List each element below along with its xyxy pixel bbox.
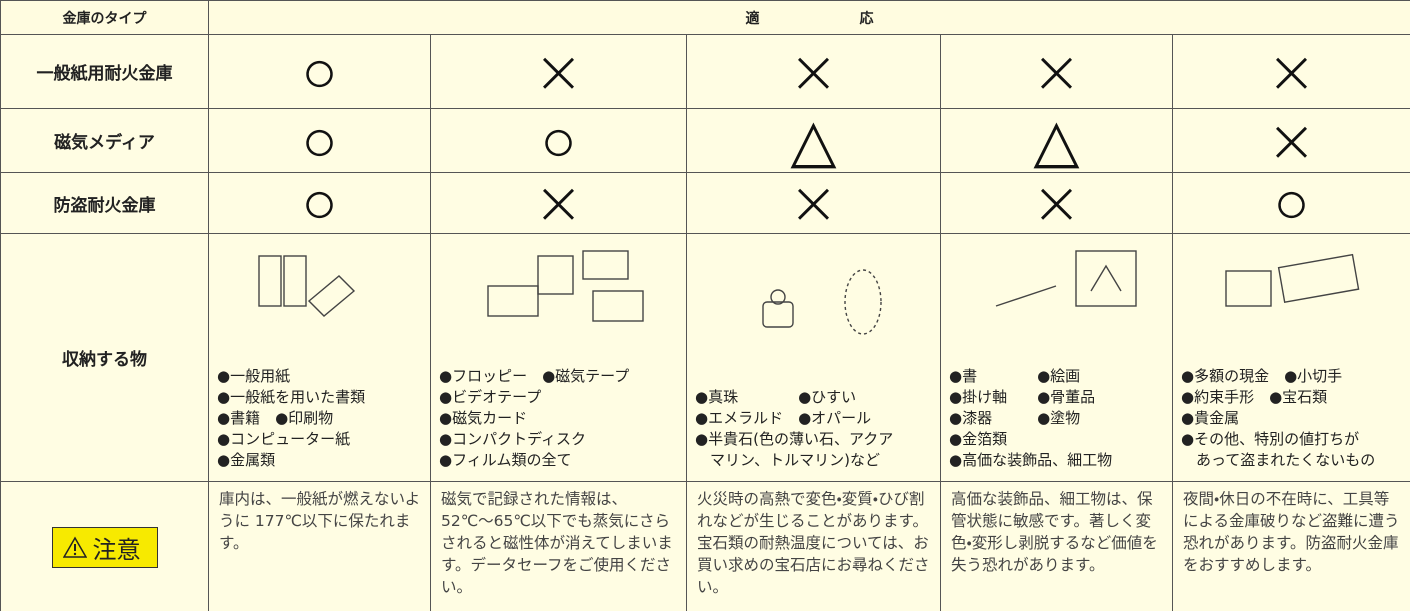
warning-icon [62, 536, 87, 558]
storage-item: マリン、トルマリン)など [695, 451, 880, 469]
suitability-mark: ○ [430, 108, 687, 173]
storage-item: ●金属類 [217, 451, 276, 469]
storage-item: ●ビデオテープ [439, 388, 542, 406]
storage-cell: ●フロッピー ●磁気テープ ●ビデオテープ ●磁気カード ●コンパクトディスク ●フィル… [430, 233, 687, 482]
suitability-mark: × [1171, 108, 1410, 173]
storage-item: ●磁気カード [439, 409, 528, 427]
row-label: 防盗耐火金庫 [0, 172, 209, 234]
header-cell: 適応 [207, 0, 1410, 35]
header-cell: 金庫のタイプ [0, 0, 209, 35]
suitability-mark: ○ [1171, 172, 1410, 234]
header-row: 金庫のタイプ 適応 [0, 0, 1410, 35]
storage-item: ●約束手形 ●宝石類 [1181, 388, 1328, 406]
storage-item: ●書籍 ●印刷物 [217, 409, 334, 427]
suitability-mark: × [1171, 34, 1410, 109]
caution-label: 注意 [92, 535, 141, 564]
storage-cell: ●真珠 ●ひすい ●エメラルド ●オパール ●半貴石(色の薄い石、アクア マリン、ト… [686, 233, 941, 482]
storage-item: ●コンパクトディスク [439, 430, 587, 448]
storage-item: ●一般紙を用いた書類 [217, 388, 366, 406]
suitability-mark: × [940, 172, 1173, 234]
storage-cell: ●多額の現金 ●小切手 ●約束手形 ●宝石類 ●貴金属 ●その他、特別の値打ちが あっ… [1171, 233, 1410, 482]
storage-item: あって盗まれたくないもの [1181, 451, 1376, 469]
storage-item: ●掛け軸 ●骨董品 [949, 388, 1096, 406]
suitability-mark: × [430, 172, 687, 234]
row: 磁気メディア ○ ○ △ △ × [0, 108, 1410, 173]
row: 防盗耐火金庫 ○ × × × ○ [0, 172, 1410, 234]
caution-label-cell: 注意 [0, 481, 209, 611]
caution-note: 夜間・休日の不在時に、工具等による金庫破りなど盗難に遭う恐れがあります。防盗耐火… [1171, 481, 1410, 611]
suitability-mark: △ [940, 108, 1173, 173]
storage-item: ●真珠 ●ひすい [695, 388, 857, 406]
storage-item: ●その他、特別の値打ちが [1181, 430, 1360, 448]
storage-item: ●貴金属 [1181, 409, 1240, 427]
caution-row: 注意 庫内は、一般紙が燃えないように 177℃以下に保たれます。 磁気で記録された情… [0, 481, 1410, 611]
storage-item: ●フロッピー ●磁気テープ [439, 367, 630, 385]
storage-item: ●書 ●絵画 [949, 367, 1081, 385]
storage-item: ●高価な装飾品、細工物 [949, 451, 1113, 469]
storage-row: 収納する物 ●一般用紙 ●一般紙を用いた書類 ●書籍 ●印刷物 ●コンピューター紙 ●金属… [0, 233, 1410, 482]
illustration [1224, 253, 1359, 307]
suitability-mark: × [940, 34, 1173, 109]
caution-note: 磁気で記録された情報は、52℃〜65℃以下でも蒸気にさらされると磁性体が消えてし… [430, 481, 687, 611]
illustration [257, 255, 355, 317]
suitability-mark: × [430, 34, 687, 109]
storage-item: ●漆器 ●塗物 [949, 409, 1081, 427]
suitability-mark: △ [686, 108, 941, 173]
storage-item: ●多額の現金 ●小切手 [1181, 367, 1343, 385]
storage-item: ●エメラルド ●オパール [695, 409, 872, 427]
suitability-mark: × [686, 34, 941, 109]
suitability-mark: × [686, 172, 941, 234]
storage-cell: ●一般用紙 ●一般紙を用いた書類 ●書籍 ●印刷物 ●コンピューター紙 ●金属類 [208, 233, 431, 482]
caution-note: 火災時の高熱で変色・変質・ひび割れなどが生じることがあります。宝石類の耐熱温度に… [686, 481, 941, 611]
caution-badge: 注意 [51, 526, 158, 568]
suitability-mark: ○ [208, 172, 431, 234]
illustration [761, 269, 882, 335]
storage-cell: ●書 ●絵画 ●掛け軸 ●骨董品 ●漆器 ●塗物 ●金箔類 ●高価な装飾品、細工物 [940, 233, 1173, 482]
row-label: 磁気メディア [0, 108, 209, 173]
row: 一般紙用耐火金庫 ○ × × × × [0, 34, 1410, 109]
caution-note: 庫内は、一般紙が燃えないように 177℃以下に保たれます。 [208, 481, 431, 611]
storage-item: ●コンピューター紙 [217, 430, 351, 448]
row-label: 一般紙用耐火金庫 [0, 34, 209, 109]
storage-item: ●フィルム類の全て [439, 451, 572, 469]
storage-item: ●一般用紙 [217, 367, 291, 385]
row-label: 収納する物 [0, 233, 209, 482]
illustration [486, 250, 644, 322]
suitability-mark: ○ [208, 108, 431, 173]
storage-item: ●半貴石(色の薄い石、アクア [695, 430, 894, 448]
caution-note: 高価な装飾品、細工物は、保管状態に敏感です。著しく変色・変形し剥脱するなど価値を… [940, 481, 1173, 611]
storage-item: ●金箔類 [949, 430, 1008, 448]
illustration [995, 250, 1137, 307]
suitability-mark: ○ [208, 34, 431, 109]
